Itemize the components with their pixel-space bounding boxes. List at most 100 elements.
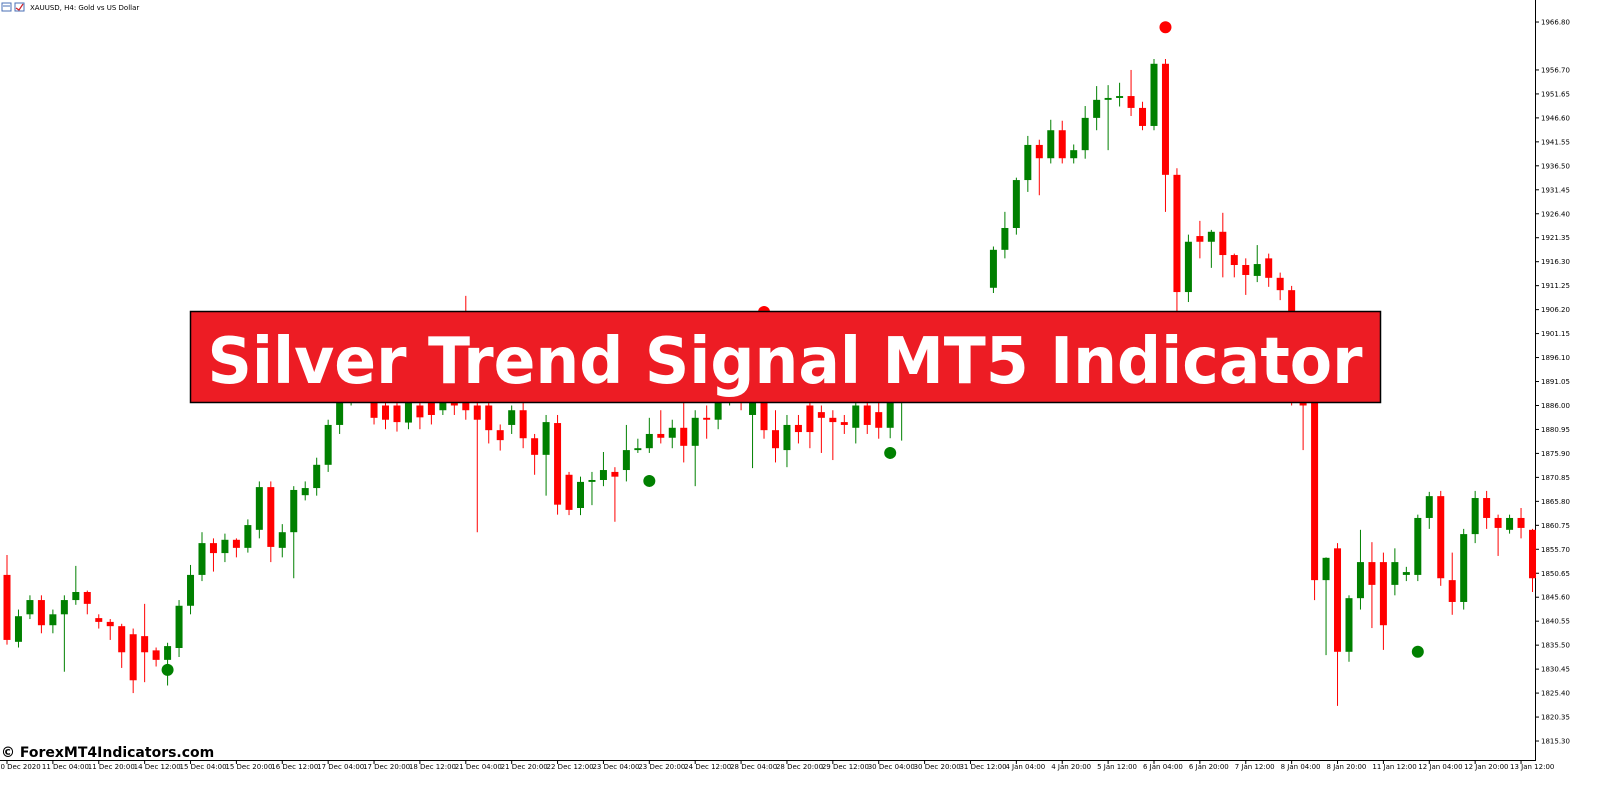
candle-body [875, 412, 883, 428]
candle-body [72, 591, 80, 601]
candle-body [622, 450, 630, 471]
x-tick-label: 14 Dec 12:00 [134, 763, 181, 771]
candle-body [1001, 227, 1009, 250]
x-tick-label: 15 Dec 04:00 [180, 763, 227, 771]
x-tick-label: 13 Jan 12:00 [1510, 763, 1554, 771]
candle-body [49, 614, 57, 626]
candle-body [1345, 598, 1353, 652]
candle-body [301, 488, 309, 496]
buy-signal [884, 446, 897, 459]
sell-signal [1159, 21, 1172, 34]
buy-signal [643, 474, 656, 487]
y-tick-label: 1815.30 [1541, 738, 1570, 746]
candle-body [37, 600, 45, 626]
y-tick-label: 1840.55 [1541, 618, 1570, 626]
x-tick-label: 7 Jan 12:00 [1235, 763, 1275, 771]
candle-body [806, 405, 814, 433]
candle-body [508, 410, 516, 425]
candle-body [427, 400, 435, 415]
candle-body [1024, 144, 1032, 181]
candle-body [1230, 255, 1238, 266]
candle-body [783, 424, 791, 451]
y-tick-label: 1926.40 [1541, 210, 1570, 218]
candle-body [416, 405, 424, 418]
candle-body [588, 479, 596, 482]
overlay: Silver Trend Signal MT5 Indicator © Fore… [1, 310, 1382, 761]
candle-body [198, 543, 206, 575]
x-tick-label: 30 Dec 20:00 [914, 763, 961, 771]
candle-body [531, 438, 539, 455]
candle-body [1207, 231, 1215, 242]
candle-body [1334, 548, 1342, 652]
candle-body [749, 395, 757, 415]
y-tick-label: 1931.45 [1541, 186, 1570, 194]
x-tick-label: 4 Jan 20:00 [1051, 763, 1091, 771]
candle-body [852, 405, 860, 428]
x-tick-label: 12 Jan 04:00 [1418, 763, 1462, 771]
y-tick-label: 1936.50 [1541, 162, 1570, 170]
y-tick-label: 1891.05 [1541, 378, 1570, 386]
candle-body [611, 471, 619, 477]
candle-body [473, 405, 481, 420]
y-tick-label: 1886.00 [1541, 402, 1570, 410]
x-tick-label: 16 Dec 12:00 [271, 763, 318, 771]
y-tick-label: 1951.65 [1541, 90, 1570, 98]
candle-body [703, 417, 711, 420]
candle-body [255, 487, 263, 530]
candle-body [232, 539, 240, 548]
candle-body [118, 626, 126, 653]
candle-body [1322, 557, 1330, 581]
y-tick-label: 1921.35 [1541, 234, 1570, 242]
candle-body [324, 424, 332, 465]
candle-body [3, 574, 11, 640]
candle-body [829, 417, 837, 423]
candle-body [496, 430, 504, 441]
candle-body [577, 481, 584, 508]
candle-body [1104, 97, 1112, 100]
candle-body [1093, 99, 1101, 118]
candle-body [106, 621, 114, 627]
candle-body [1012, 180, 1020, 228]
candle-body [439, 400, 447, 411]
candle-body [1471, 498, 1479, 535]
candle-body [1448, 580, 1456, 602]
x-tick-label: 10 Dec 2020 [0, 763, 41, 771]
candle-body [175, 605, 183, 648]
candle-body [1047, 130, 1055, 159]
x-tick-label: 17 Dec 20:00 [363, 763, 410, 771]
candle-body [1116, 96, 1124, 98]
candle-body [554, 423, 562, 505]
candle-body [1196, 236, 1204, 242]
x-tick-label: 23 Dec 04:00 [592, 763, 639, 771]
candle-body [1437, 496, 1445, 579]
x-tick-label: 17 Dec 04:00 [317, 763, 364, 771]
candle-body [1127, 96, 1135, 108]
candle-body [26, 600, 34, 615]
candle-body [164, 646, 172, 660]
candle-body [1414, 517, 1422, 575]
candle-body [1460, 534, 1468, 602]
candle-body [209, 543, 217, 554]
y-tick-label: 1966.80 [1541, 19, 1570, 27]
candle-body [1173, 174, 1181, 293]
x-tick-label: 8 Jan 20:00 [1327, 763, 1367, 771]
candle-body [95, 618, 103, 622]
candle-body [668, 427, 676, 438]
x-tick-label: 21 Dec 20:00 [501, 763, 548, 771]
candle-body [840, 422, 848, 425]
candle-body [1425, 496, 1433, 518]
candle-body [187, 574, 195, 606]
candle-body [680, 427, 688, 446]
candle-body [1219, 231, 1227, 256]
x-tick-label: 28 Dec 20:00 [776, 763, 823, 771]
candle-body [336, 395, 344, 425]
x-tick-label: 28 Dec 04:00 [730, 763, 777, 771]
y-tick-label: 1820.35 [1541, 714, 1570, 722]
candle-body [565, 474, 573, 510]
x-tick-label: 11 Jan 12:00 [1372, 763, 1416, 771]
candle-body [14, 616, 22, 642]
y-tick-label: 1901.15 [1541, 330, 1570, 338]
candle-body [1081, 117, 1089, 151]
